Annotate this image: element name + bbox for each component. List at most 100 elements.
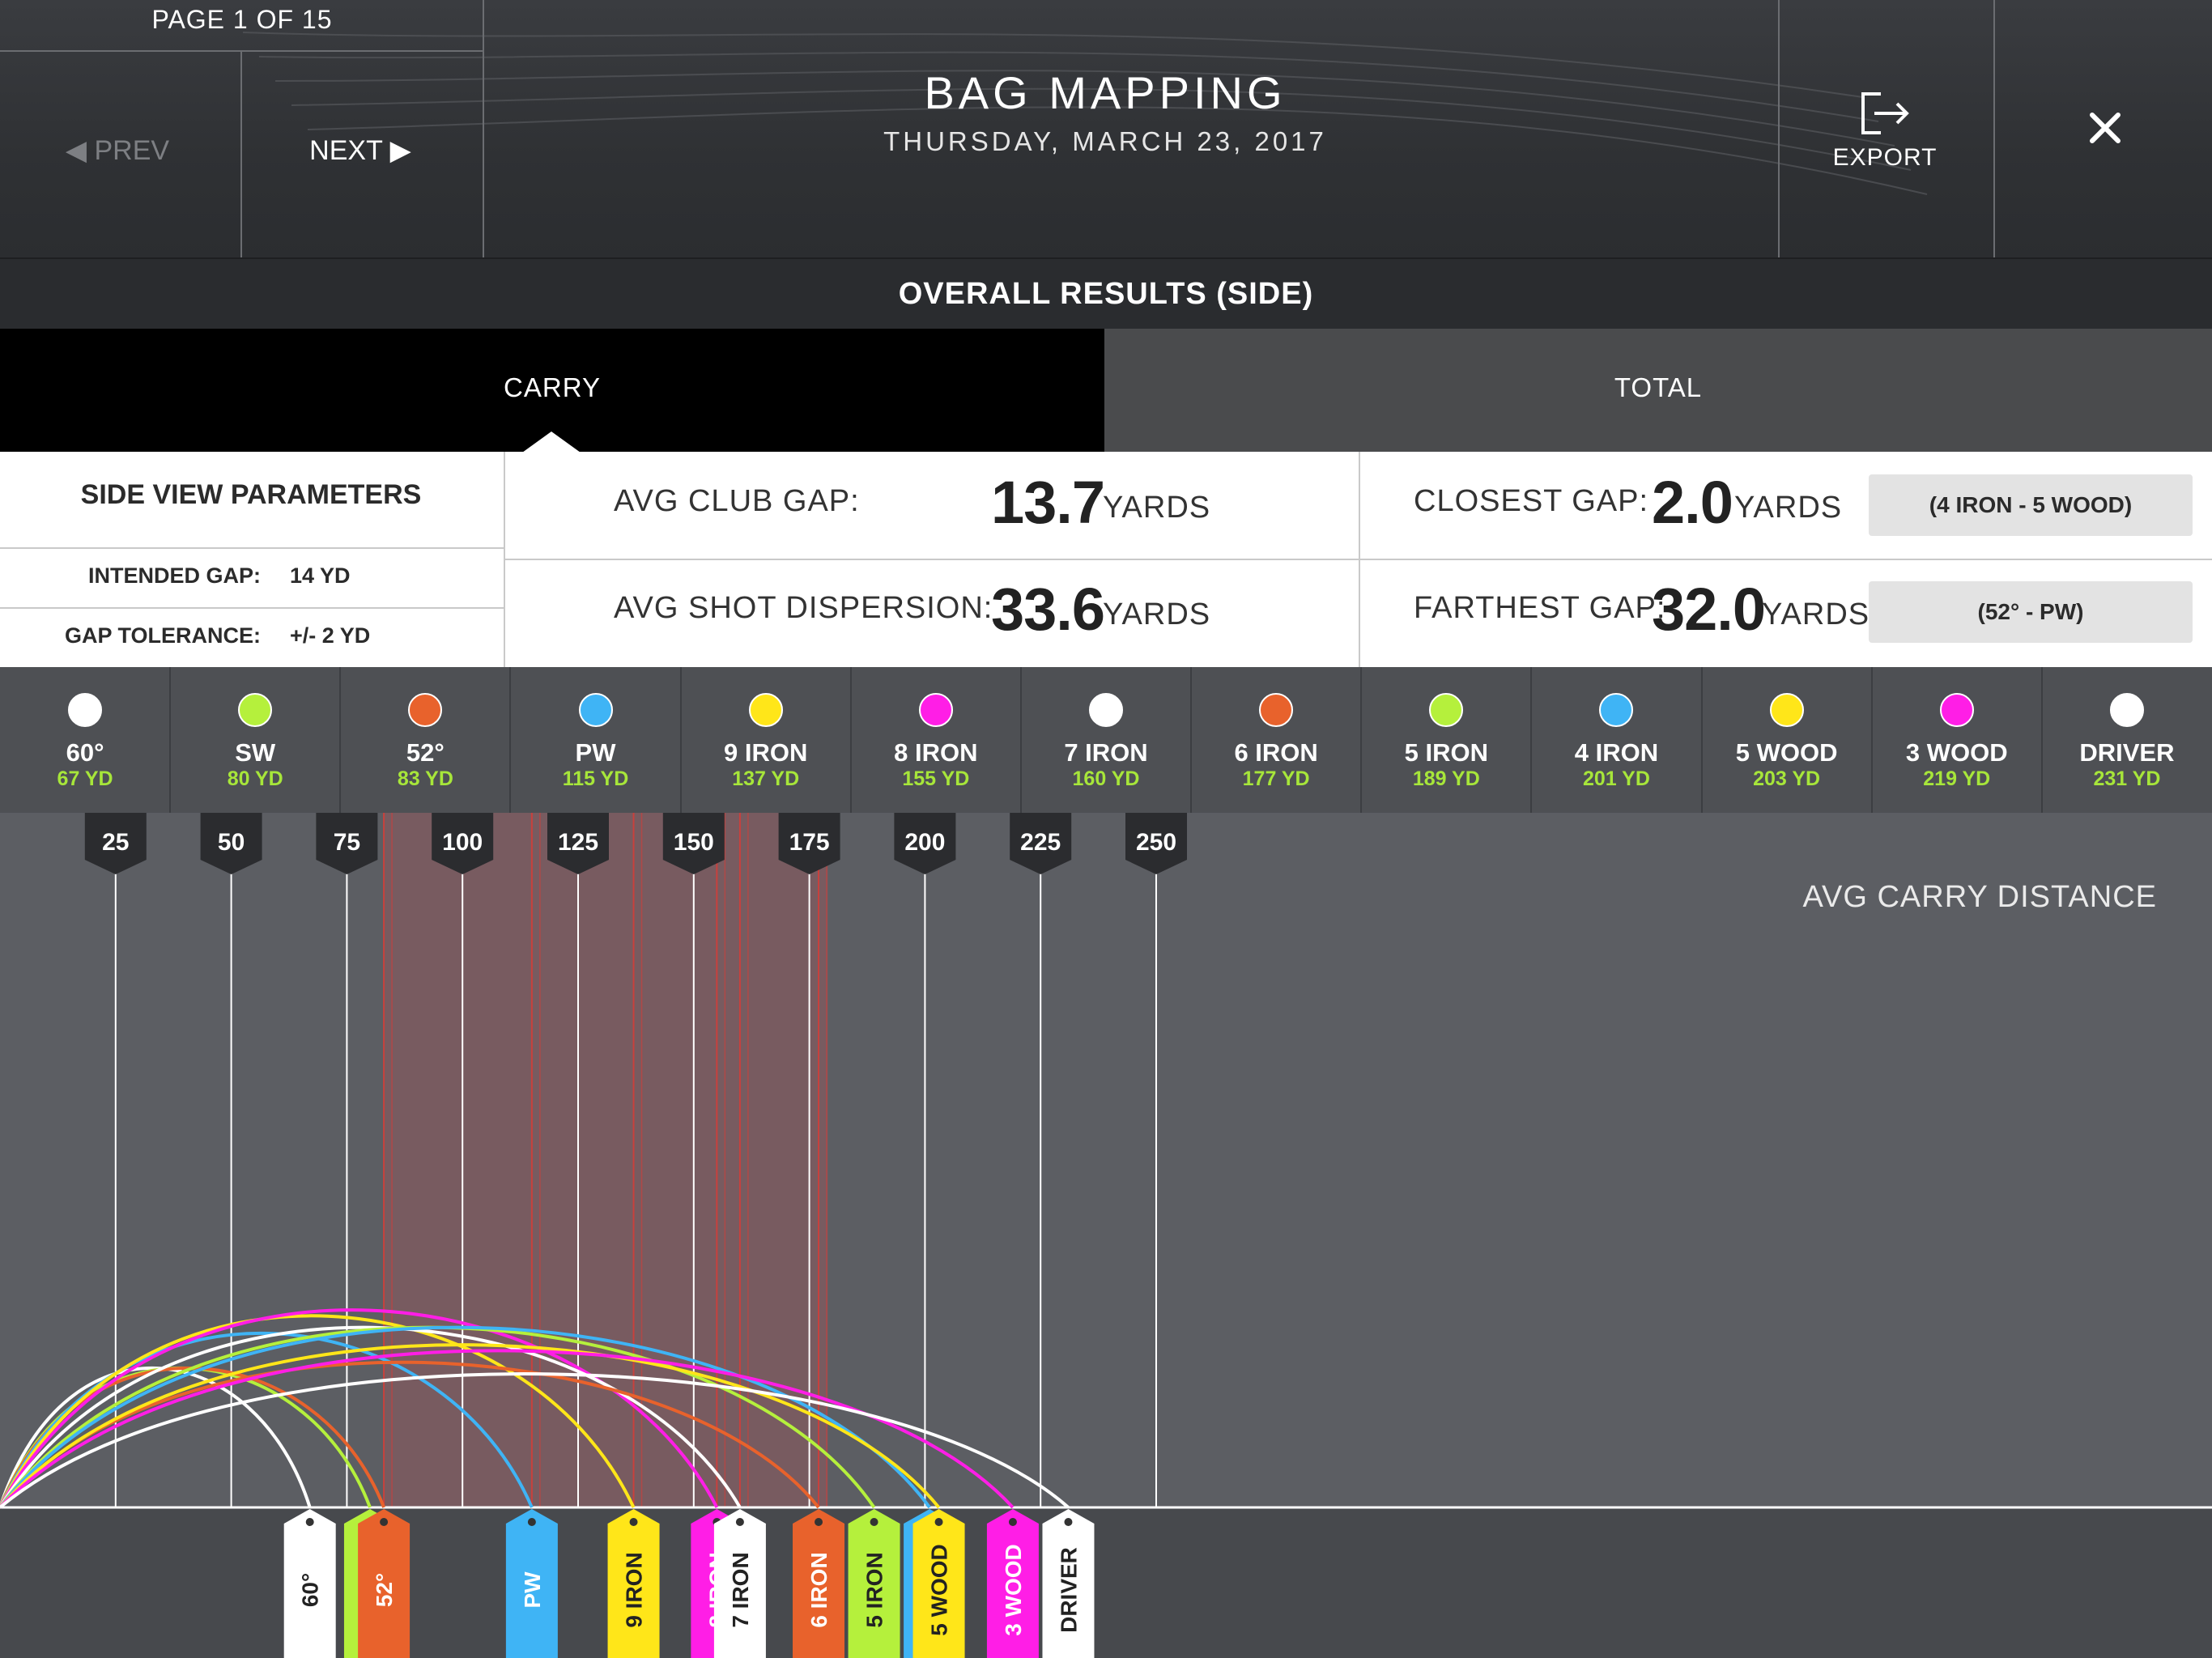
prev-page-button[interactable]: ◀ PREV <box>65 135 170 166</box>
club-color-dot <box>1769 693 1804 727</box>
closest-gap-label: CLOSEST GAP: <box>1414 484 1649 518</box>
landing-tag-label: 5 IRON <box>862 1552 887 1627</box>
club-carry-yards: 155 YD <box>902 767 970 790</box>
tag-hole <box>1008 1518 1017 1526</box>
club-cell[interactable]: 60° 67 YD <box>0 667 170 813</box>
tick-label: 175 <box>789 829 830 856</box>
club-cell[interactable]: 9 IRON 137 YD <box>681 667 851 813</box>
side-view-parameters-title: SIDE VIEW PARAMETERS <box>80 479 422 510</box>
club-color-dot <box>1429 693 1464 727</box>
header-bar: PAGE 1 OF 15 ◀ PREV NEXT ▶ BAG MAPPING T… <box>0 0 2212 257</box>
landing-tag <box>358 1509 410 1658</box>
landing-tag <box>912 1509 965 1658</box>
next-page-button[interactable]: NEXT ▶ <box>309 135 411 166</box>
close-icon <box>2090 113 2121 143</box>
club-cell[interactable]: 3 WOOD 219 YD <box>1872 667 2042 813</box>
parameters-panel: SIDE VIEW PARAMETERS INTENDED GAP: 14 YD… <box>0 452 2212 667</box>
tab-total[interactable]: TOTAL <box>1104 329 2212 452</box>
landing-tag <box>1042 1509 1095 1658</box>
intended-gap-value: 14 YD <box>290 563 351 588</box>
tick-badge <box>547 813 609 874</box>
club-carry-yards: 231 YD <box>2093 767 2161 790</box>
panel-divider <box>0 607 504 609</box>
farthest-gap-unit: YARDS <box>1762 597 1870 631</box>
tick-label: 125 <box>558 829 598 856</box>
club-separator <box>1019 667 1022 813</box>
club-cell[interactable]: 4 IRON 201 YD <box>1531 667 1701 813</box>
landing-tag <box>713 1509 766 1658</box>
club-cell[interactable]: 7 IRON 160 YD <box>1021 667 1191 813</box>
tag-hole <box>380 1518 389 1526</box>
avg-shot-dispersion-label: AVG SHOT DISPERSION: <box>614 591 993 625</box>
landing-tag-label: 3 WOOD <box>1001 1544 1026 1636</box>
tag-hole <box>305 1518 314 1526</box>
tick-badge <box>1125 813 1187 874</box>
close-button[interactable] <box>2073 96 2138 160</box>
club-name: PW <box>575 738 616 767</box>
closest-gap-value: 2.0 <box>1652 469 1733 536</box>
tag-hole <box>735 1518 744 1526</box>
club-separator <box>1360 667 1363 813</box>
club-cell[interactable]: SW 80 YD <box>170 667 340 813</box>
club-carry-yards: 160 YD <box>1072 767 1140 790</box>
club-color-dot <box>68 693 103 727</box>
club-separator <box>509 667 512 813</box>
closest-gap-unit: YARDS <box>1734 491 1843 525</box>
header-divider <box>1778 0 1780 257</box>
header-divider <box>0 50 484 52</box>
panel-divider <box>0 547 504 549</box>
header-swoosh-decoration <box>242 32 1928 195</box>
club-carry-yards: 67 YD <box>57 767 113 790</box>
landing-tag-label: 5 WOOD <box>927 1544 952 1636</box>
club-cell[interactable]: 6 IRON 177 YD <box>1191 667 1361 813</box>
closest-gap-pair: (4 IRON - 5 WOOD) <box>1869 474 2193 536</box>
trajectory-line <box>0 1372 1070 1509</box>
tick-label: 75 <box>334 829 360 856</box>
session-date: THURSDAY, MARCH 23, 2017 <box>883 126 1327 156</box>
header-divider <box>1993 0 1995 257</box>
farthest-gap-pair: (52° - PW) <box>1869 581 2193 643</box>
header-divider <box>240 52 242 257</box>
tick-badge <box>432 813 494 874</box>
landing-tag-label: DRIVER <box>1056 1547 1081 1633</box>
avg-club-gap-label: AVG CLUB GAP: <box>614 484 860 518</box>
club-carry-yards: 80 YD <box>227 767 283 790</box>
club-carry-yards: 115 YD <box>562 767 629 790</box>
club-cell[interactable]: 52° 83 YD <box>340 667 510 813</box>
club-carry-yards: 137 YD <box>732 767 800 790</box>
club-cell[interactable]: 5 IRON 189 YD <box>1361 667 1531 813</box>
club-cell[interactable]: PW 115 YD <box>510 667 680 813</box>
tick-badge <box>778 813 840 874</box>
export-button[interactable]: EXPORT <box>1780 89 1990 172</box>
landing-tag-label: 9 IRON <box>622 1552 647 1627</box>
club-cell[interactable]: 8 IRON 155 YD <box>851 667 1021 813</box>
tick-badge <box>1010 813 1072 874</box>
tag-hole <box>815 1518 823 1526</box>
club-name: 4 IRON <box>1574 738 1659 767</box>
tick-label: 200 <box>904 829 945 856</box>
tick-badge <box>84 813 147 874</box>
club-separator <box>849 667 852 813</box>
axis-label: AVG CARRY DISTANCE <box>1802 880 2157 914</box>
club-carry-yards: 83 YD <box>397 767 453 790</box>
club-name: 9 IRON <box>724 738 808 767</box>
club-carry-yards: 177 YD <box>1242 767 1310 790</box>
club-name: 7 IRON <box>1064 738 1148 767</box>
tab-carry[interactable]: CARRY <box>0 329 1104 452</box>
farthest-gap-value: 32.0 <box>1652 576 1766 643</box>
landing-tag <box>607 1509 660 1658</box>
landing-tag-label: 6 IRON <box>806 1552 832 1627</box>
club-cell[interactable]: DRIVER 231 YD <box>2042 667 2212 813</box>
club-cell[interactable]: 5 WOOD 203 YD <box>1702 667 1872 813</box>
tick-badge <box>316 813 378 874</box>
export-label: EXPORT <box>1832 144 1938 171</box>
landing-tag <box>283 1509 336 1658</box>
club-separator <box>1700 667 1703 813</box>
tick-badge <box>200 813 262 874</box>
club-name: DRIVER <box>2079 738 2175 767</box>
club-color-dot <box>1088 693 1123 727</box>
avg-shot-dispersion-value: 33.6 <box>991 576 1105 643</box>
page-title: BAG MAPPING <box>924 67 1287 118</box>
tag-hole <box>527 1518 536 1526</box>
club-color-dot <box>408 693 443 727</box>
